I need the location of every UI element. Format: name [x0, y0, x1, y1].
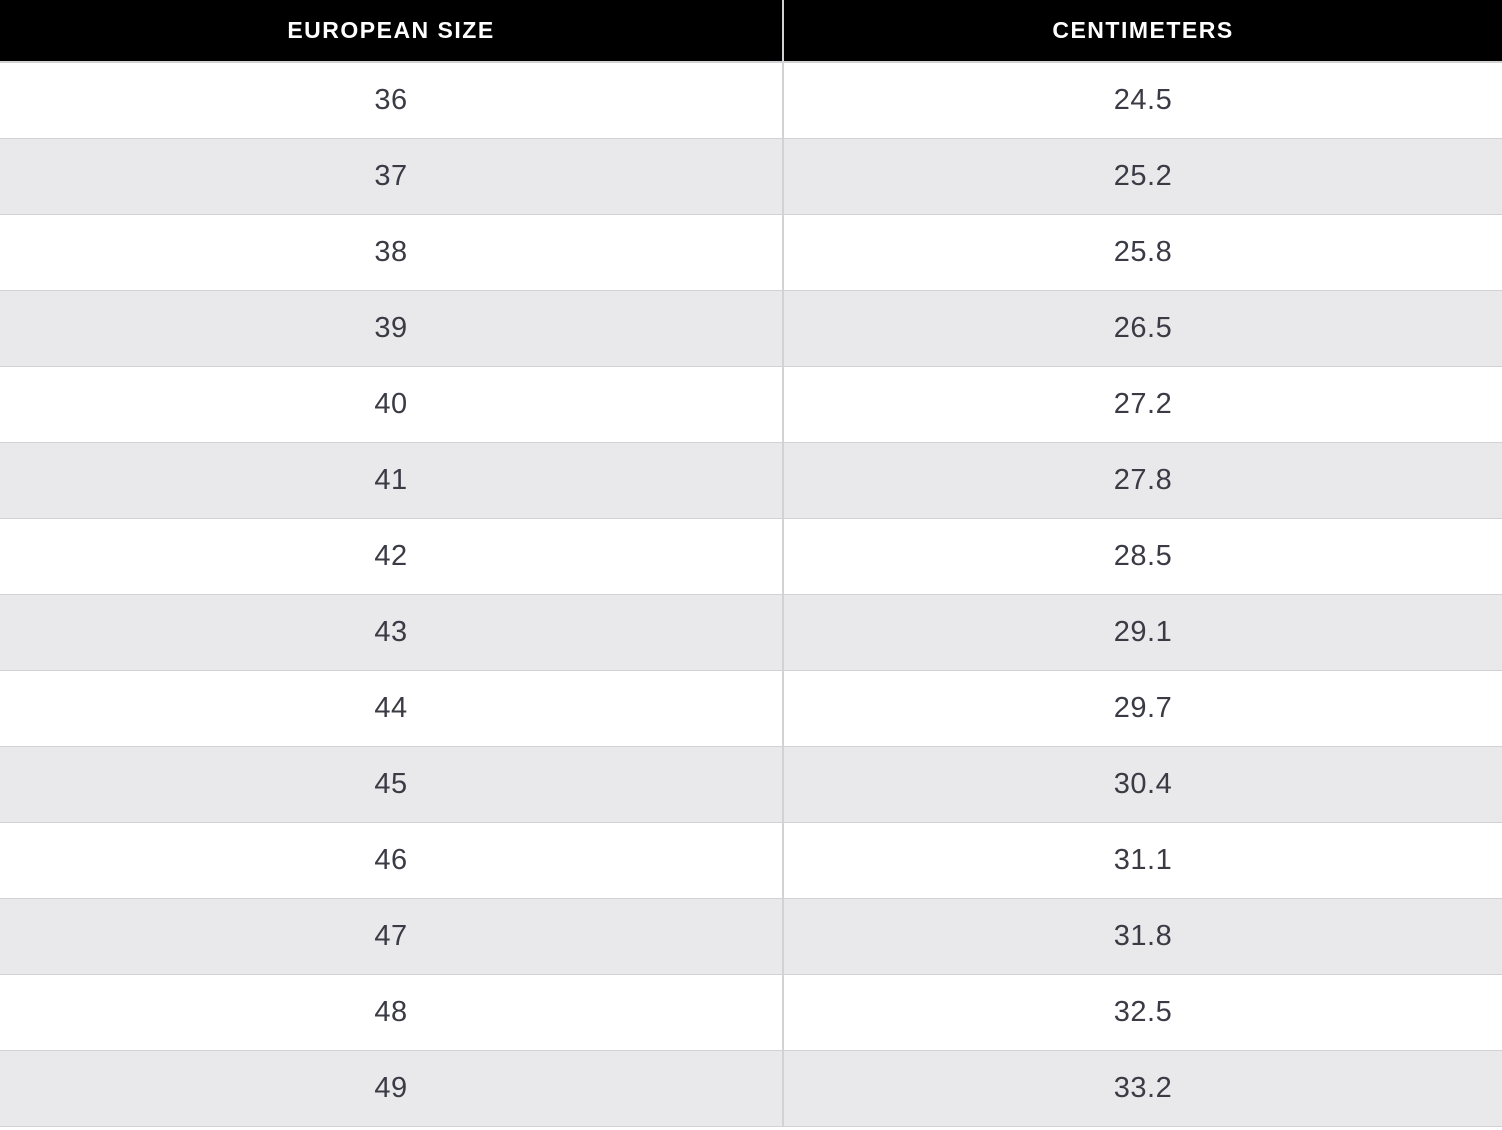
- size-cell: 36: [0, 62, 783, 139]
- size-cell: 40: [0, 366, 783, 443]
- cm-cell: 30.4: [782, 745, 1502, 823]
- size-cell: 45: [0, 745, 783, 823]
- table-row: 47 31.8: [0, 897, 1502, 975]
- table-row: 37 25.2: [0, 137, 1502, 215]
- table-row: 36 24.5: [0, 62, 1502, 139]
- cm-cell: 27.8: [782, 441, 1502, 519]
- cm-cell: 25.8: [782, 214, 1502, 291]
- size-cell: 49: [0, 1049, 783, 1127]
- table-row: 40 27.2: [0, 366, 1502, 443]
- size-cell: 38: [0, 214, 783, 291]
- size-cell: 42: [0, 518, 783, 595]
- table-row: 45 30.4: [0, 745, 1502, 823]
- cm-cell: 31.8: [782, 897, 1502, 975]
- table-header: EUROPEAN SIZE CENTIMETERS: [0, 0, 1502, 63]
- size-cell: 48: [0, 974, 783, 1051]
- cm-cell: 29.1: [782, 593, 1502, 671]
- table-row: 49 33.2: [0, 1049, 1502, 1127]
- table-row: 41 27.8: [0, 441, 1502, 519]
- table-row: 44 29.7: [0, 670, 1502, 747]
- table-row: 38 25.8: [0, 214, 1502, 291]
- table-body: 36 24.5 37 25.2 38 25.8 39 26.5 40 27.2 41 27.8 42 28…: [0, 62, 1502, 1127]
- cm-cell: 27.2: [782, 366, 1502, 443]
- header-european-size: EUROPEAN SIZE: [0, 0, 783, 63]
- cm-cell: 26.5: [782, 289, 1502, 367]
- header-centimeters: CENTIMETERS: [782, 0, 1502, 63]
- table-row: 43 29.1: [0, 593, 1502, 671]
- cm-cell: 29.7: [782, 670, 1502, 747]
- table-row: 48 32.5: [0, 974, 1502, 1051]
- cm-cell: 24.5: [782, 62, 1502, 139]
- size-cell: 37: [0, 137, 783, 215]
- header-row: EUROPEAN SIZE CENTIMETERS: [0, 0, 1502, 63]
- size-cell: 44: [0, 670, 783, 747]
- table-row: 42 28.5: [0, 518, 1502, 595]
- size-cell: 43: [0, 593, 783, 671]
- size-cell: 41: [0, 441, 783, 519]
- cm-cell: 33.2: [782, 1049, 1502, 1127]
- size-cell: 46: [0, 822, 783, 899]
- cm-cell: 28.5: [782, 518, 1502, 595]
- cm-cell: 31.1: [782, 822, 1502, 899]
- cm-cell: 32.5: [782, 974, 1502, 1051]
- size-cell: 47: [0, 897, 783, 975]
- table-row: 39 26.5: [0, 289, 1502, 367]
- cm-cell: 25.2: [782, 137, 1502, 215]
- table-row: 46 31.1: [0, 822, 1502, 899]
- size-cell: 39: [0, 289, 783, 367]
